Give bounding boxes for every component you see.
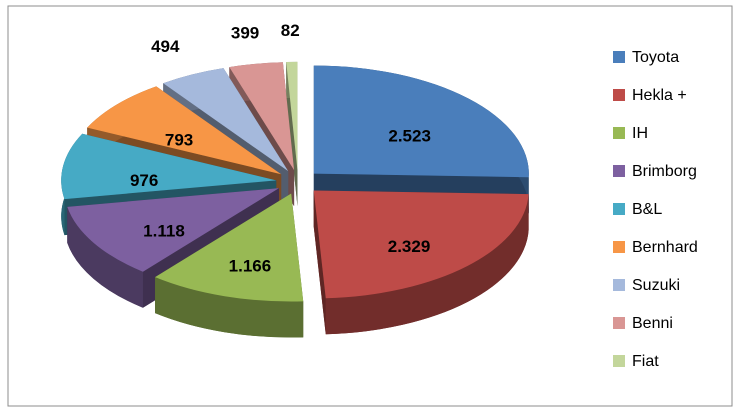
slice-side: [325, 194, 529, 335]
slice-side: [286, 62, 298, 206]
data-label: 1.166: [229, 257, 272, 276]
data-label: 2.523: [388, 127, 431, 146]
legend-label: Fiat: [632, 353, 659, 370]
slice: [155, 193, 304, 338]
slice-side: [155, 277, 304, 338]
legend-swatch: [613, 203, 625, 215]
slice: [67, 188, 280, 272]
slice-side: [67, 206, 143, 308]
slice: [313, 65, 529, 178]
legend-label: Bernhard: [632, 239, 698, 256]
data-label: 976: [130, 171, 158, 190]
legend-swatch: [613, 241, 625, 253]
legend-label: IH: [632, 125, 648, 142]
slice: [313, 190, 529, 335]
slice: [286, 61, 298, 170]
legend-label: Benni: [632, 315, 673, 332]
data-label: 399: [231, 24, 259, 43]
slice: [313, 190, 529, 299]
legend-label: Brimborg: [632, 163, 697, 180]
slice: [155, 193, 304, 302]
slice: [163, 68, 289, 172]
slice: [61, 133, 277, 200]
legend-swatch: [613, 165, 625, 177]
legend-swatch: [613, 355, 625, 367]
legend-label: Toyota: [632, 49, 679, 66]
legend-swatch: [613, 279, 625, 291]
legend-label: Hekla +: [632, 87, 687, 104]
data-label: 793: [165, 131, 193, 150]
data-label: 1.118: [143, 221, 185, 240]
data-label: 82: [281, 21, 300, 40]
legend-label: Suzuki: [632, 277, 680, 294]
slice-side: [313, 190, 326, 335]
legend-label: B&L: [632, 201, 662, 218]
legend-swatch: [613, 127, 625, 139]
legend-swatch: [613, 89, 625, 101]
data-label: 494: [151, 37, 180, 56]
legend-swatch: [613, 317, 625, 329]
data-label: 2.329: [388, 237, 431, 256]
legend-swatch: [613, 51, 625, 63]
slice: [87, 86, 282, 175]
slice: [229, 62, 295, 171]
